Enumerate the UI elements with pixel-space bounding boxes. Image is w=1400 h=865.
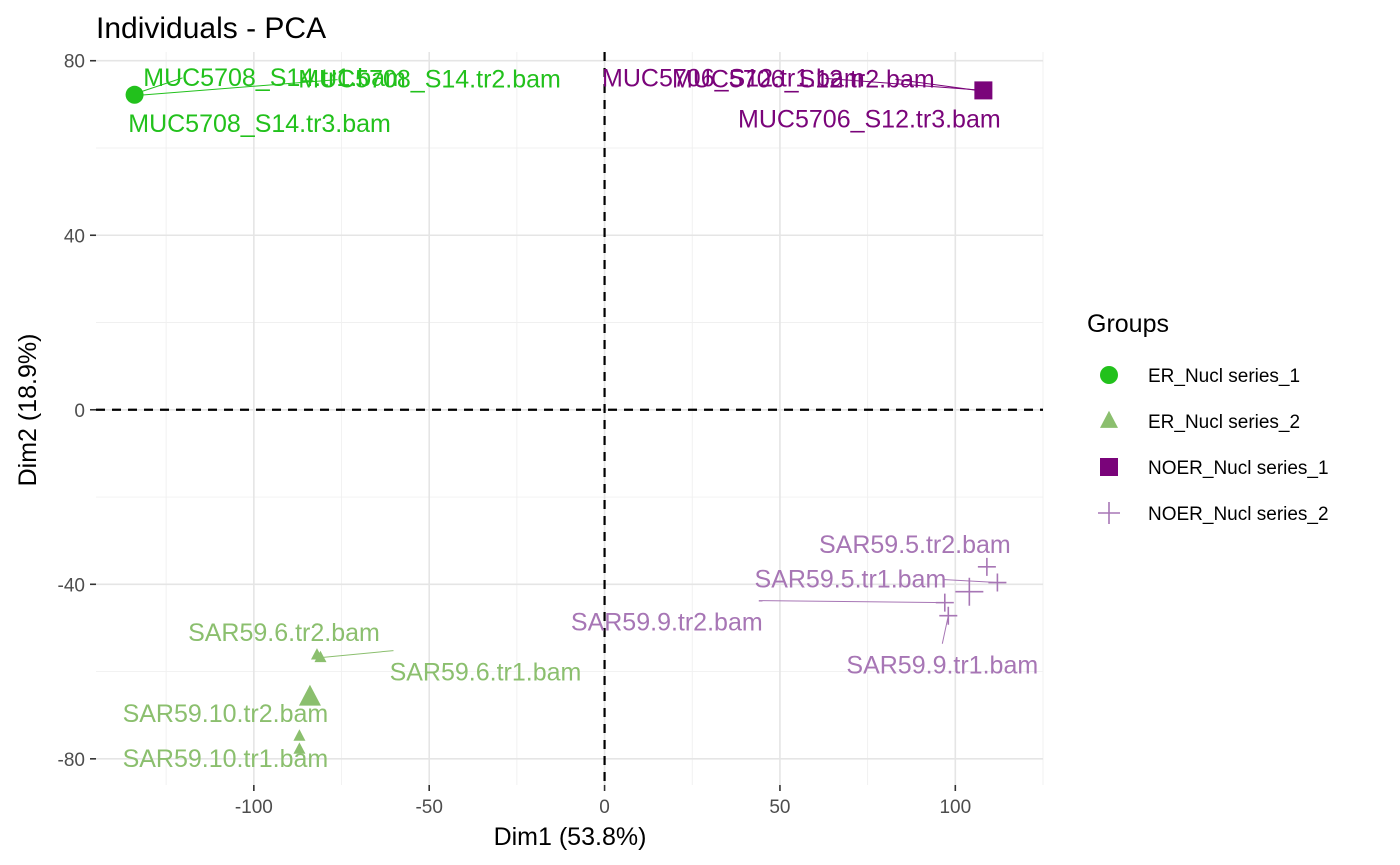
label-leader-line xyxy=(941,615,949,644)
x-tick-label: 50 xyxy=(769,797,790,818)
y-tick-label: 40 xyxy=(64,226,85,247)
point-label: SAR59.5.tr1.bam xyxy=(755,566,947,594)
legend-entry-label: ER_Nucl series_1 xyxy=(1148,366,1300,387)
legend-entry-label: NOER_Nucl series_1 xyxy=(1148,458,1329,479)
data-point xyxy=(310,648,323,660)
reference-lines xyxy=(96,52,1043,785)
y-tick-label: 0 xyxy=(74,401,85,422)
data-point xyxy=(977,557,996,576)
y-tick-label: -40 xyxy=(58,575,85,596)
data-point xyxy=(293,742,306,754)
point-label: SAR59.6.tr2.bam xyxy=(188,619,380,647)
group-centroid xyxy=(974,81,993,100)
data-points xyxy=(125,81,1007,754)
y-tick-label: -80 xyxy=(58,750,85,771)
x-axis-title: Dim1 (53.8%) xyxy=(494,823,647,851)
data-point xyxy=(293,729,306,741)
y-axis-ticks: -80 -40 0 40 80 xyxy=(58,52,96,771)
label-leader-line xyxy=(134,79,338,97)
legend-key xyxy=(1100,366,1118,384)
data-point xyxy=(935,593,954,612)
legend: Groups ER_Nucl series_1 ER_Nucl series_2 N… xyxy=(1087,310,1329,525)
chart-title: Individuals - PCA xyxy=(96,12,326,45)
point-label: SAR59.9.tr2.bam xyxy=(571,609,763,637)
x-tick-label: 0 xyxy=(599,797,610,818)
x-axis-ticks: -100 -50 0 50 100 xyxy=(235,785,971,818)
point-label: MUC5708_S14.tr1.bam xyxy=(143,64,406,92)
y-tick-label: 80 xyxy=(64,52,85,73)
point-label: MUC5706_S12.tr3.bam xyxy=(738,106,1001,134)
point-label: MUC5706_S12.tr2.bam xyxy=(672,65,935,93)
x-tick-label: 100 xyxy=(939,797,971,818)
label-leader-line xyxy=(895,78,984,92)
point-label: MUC5708_S14.tr2.bam xyxy=(298,66,561,94)
point-label: SAR59.5.tr2.bam xyxy=(819,531,1011,559)
y-axis-title: Dim2 (18.9%) xyxy=(14,334,42,487)
label-leader-line xyxy=(825,77,984,91)
data-point xyxy=(988,573,1007,592)
legend-key xyxy=(1098,502,1120,524)
legend-entry-label: ER_Nucl series_2 xyxy=(1148,412,1300,433)
point-label: SAR59.10.tr1.bam xyxy=(123,745,329,773)
x-tick-label: -100 xyxy=(235,797,273,818)
point-label: SAR59.9.tr1.bam xyxy=(846,652,1038,680)
group-centroid xyxy=(298,684,321,706)
x-tick-label: -50 xyxy=(415,797,442,818)
group-centroid xyxy=(125,85,144,104)
point-label: SAR59.10.tr2.bam xyxy=(123,700,329,728)
label-leader-line xyxy=(320,650,394,659)
legend-key xyxy=(1100,458,1118,476)
legend-title: Groups xyxy=(1087,310,1169,338)
legend-entry-label: NOER_Nucl series_2 xyxy=(1148,504,1329,525)
label-leader-line xyxy=(758,600,945,604)
point-label: MUC5708_S14.tr3.bam xyxy=(128,110,391,138)
legend-key xyxy=(1100,410,1118,428)
group-centroid xyxy=(955,577,984,606)
data-point xyxy=(939,606,958,625)
point-label: MUC5706_S12.tr1.bam xyxy=(602,64,865,92)
point-label: SAR59.6.tr1.bam xyxy=(390,659,582,687)
